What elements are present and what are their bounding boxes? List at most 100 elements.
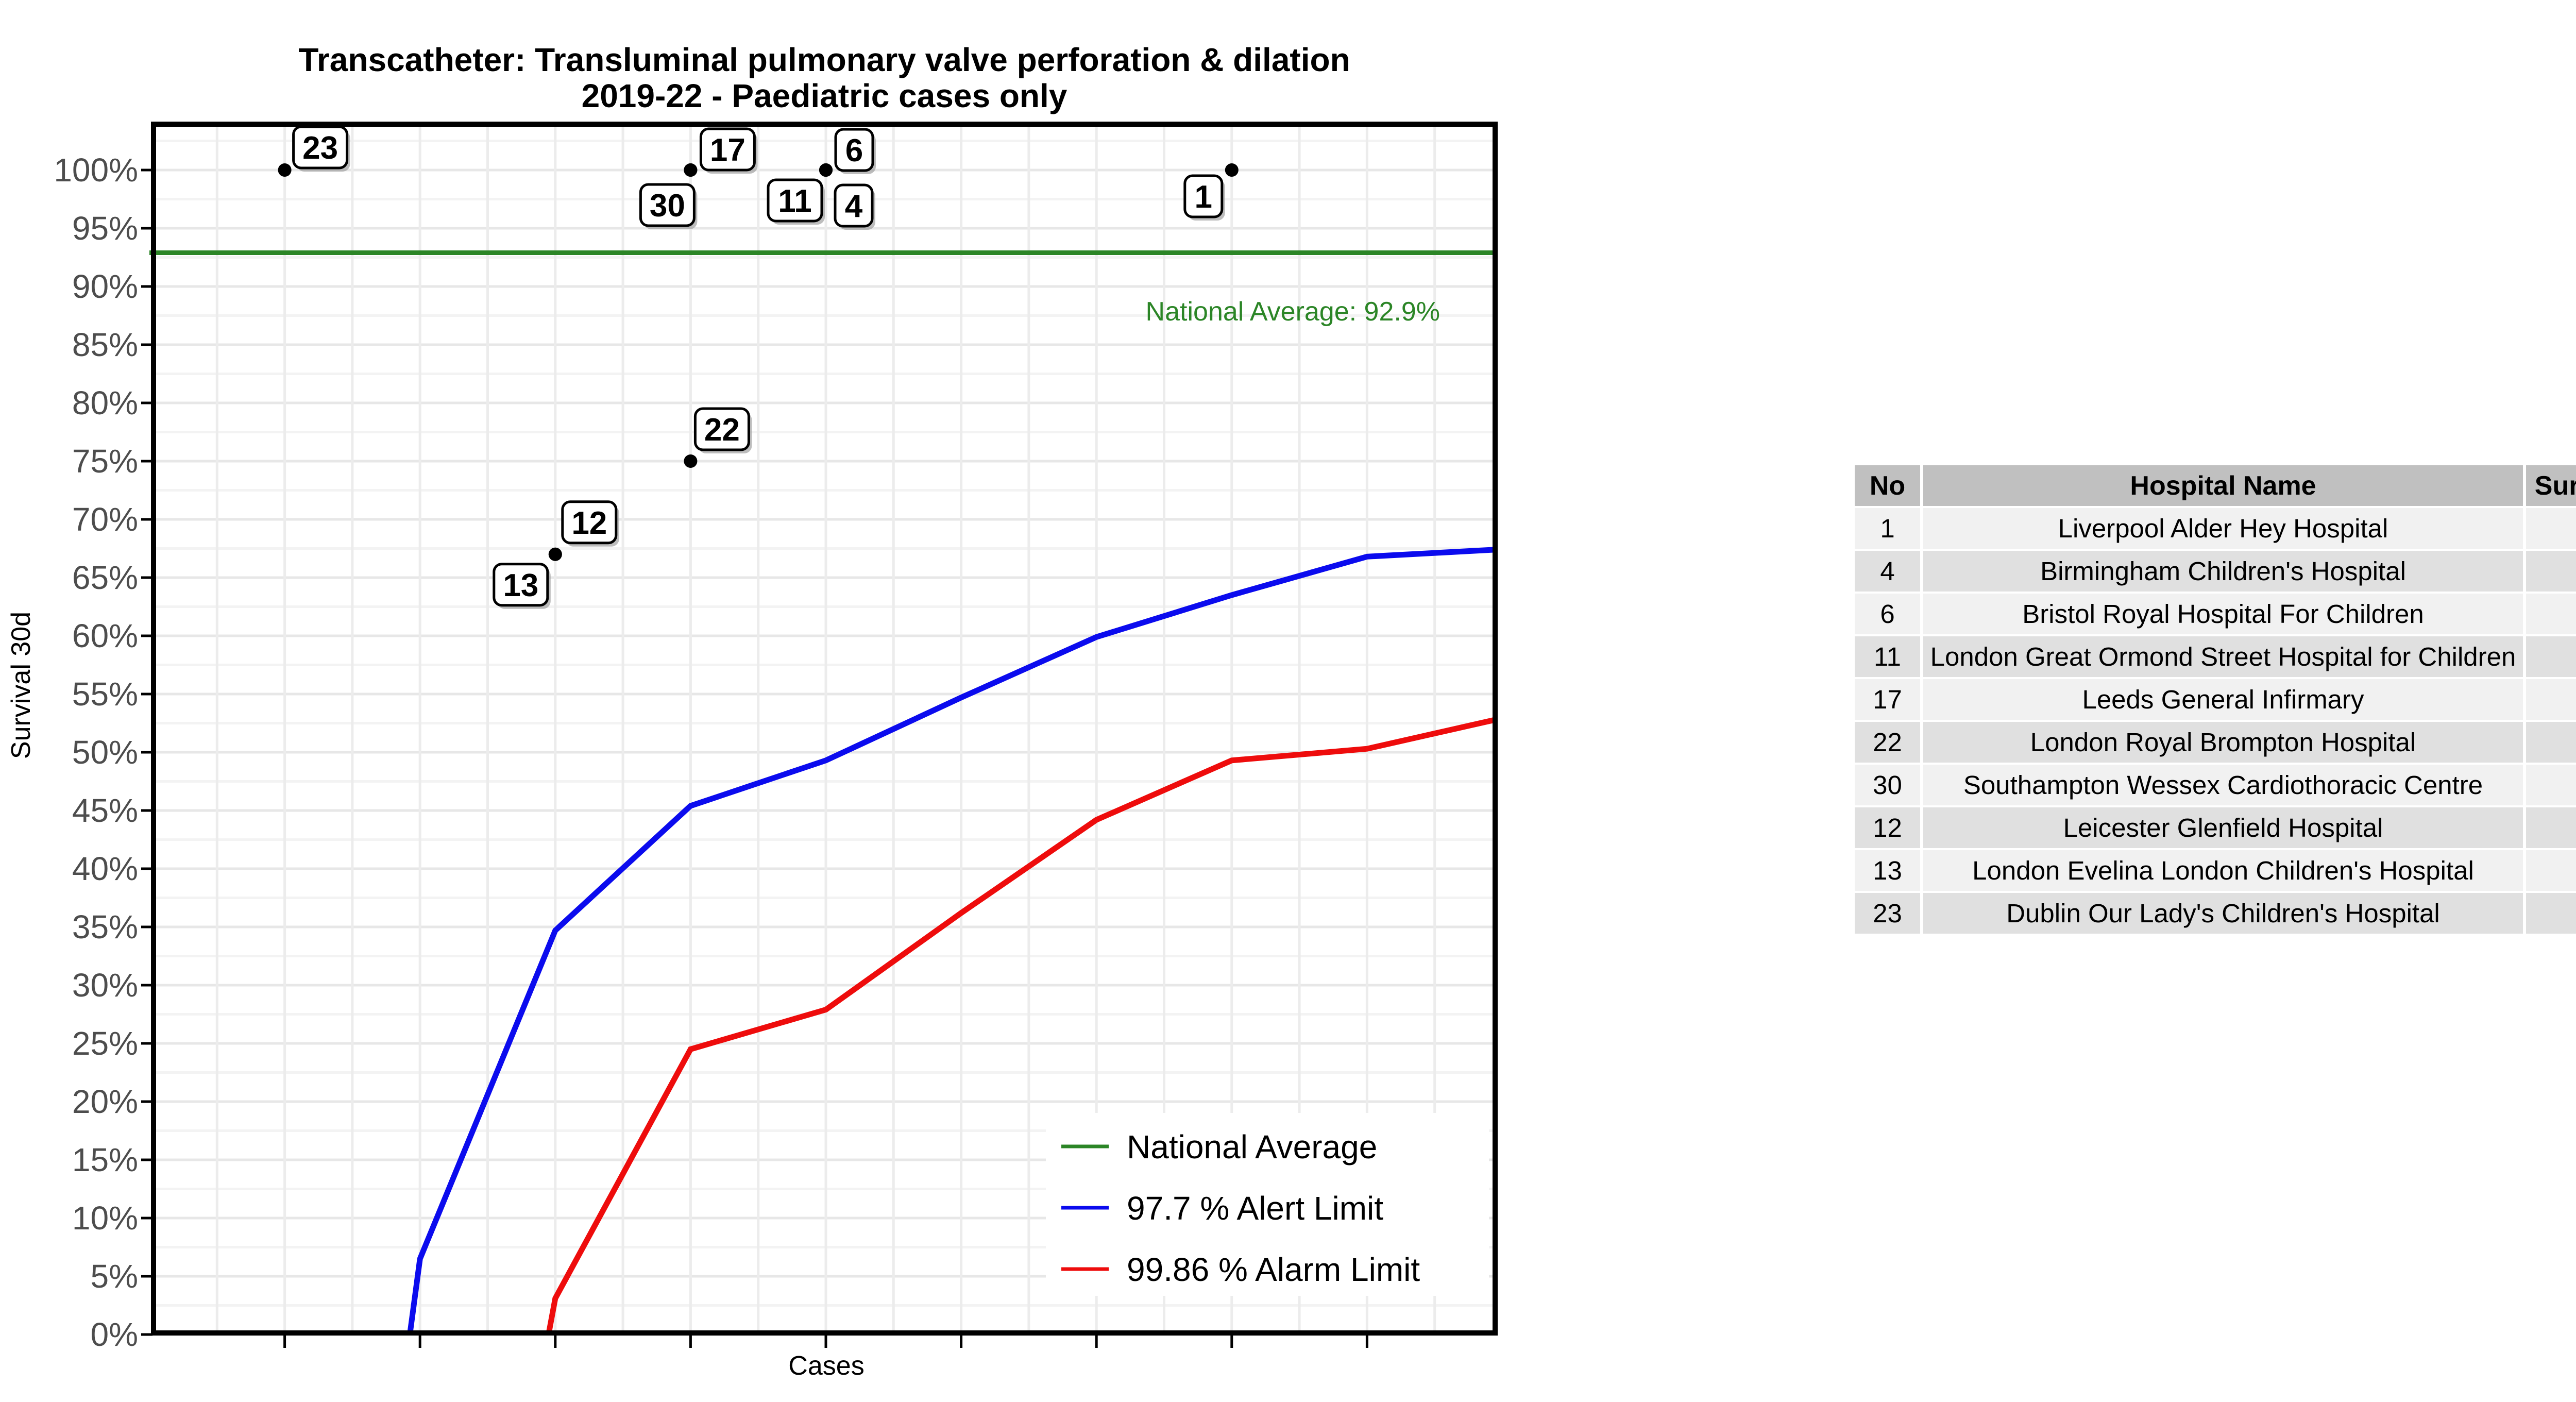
data-point-6: 6: [819, 128, 876, 177]
cell-survival: 100%: [2526, 893, 2576, 934]
x-axis-title: Cases: [788, 1351, 864, 1381]
point-label-box: [493, 563, 549, 607]
y-tick-label: 40%: [72, 850, 138, 887]
cell-hospital-name: Leeds General Infirmary: [1923, 679, 2523, 720]
y-tick-label: 100%: [54, 151, 138, 189]
chart-svg: National Average 97.7 % Alert Limit 99.86 …: [6, 41, 1498, 1381]
point-label-box: [292, 125, 349, 170]
point-label-number: 13: [503, 568, 538, 603]
point-label-box: [639, 183, 696, 227]
data-point-17: 17: [684, 127, 758, 177]
y-tick-label: 15%: [72, 1141, 138, 1178]
legend-label: 97.7 % Alert Limit: [1127, 1190, 1383, 1227]
y-tick-label: 20%: [72, 1083, 138, 1120]
point-label-number: 17: [710, 132, 745, 168]
chart-points-layer: 23 17 30 11 6 4 1 22 12 13: [278, 125, 1239, 609]
table-header-hospital-name: Hospital Name: [1923, 465, 2523, 506]
cell-no: 1: [1855, 508, 1920, 549]
cell-hospital-name: Leicester Glenfield Hospital: [1923, 807, 2523, 848]
cell-no: 11: [1855, 636, 1920, 677]
national-average-annotation: National Average: 92.9%: [1146, 297, 1440, 327]
cell-no: 4: [1855, 551, 1920, 592]
cell-hospital-name: Birmingham Children's Hospital: [1923, 551, 2523, 592]
table-header-survival: Survival 30d: [2526, 465, 2576, 506]
y-tick-label: 30%: [72, 967, 138, 1004]
y-tick-label: 25%: [72, 1025, 138, 1062]
point-label-number: 30: [650, 188, 685, 224]
cell-survival: 100%: [2526, 679, 2576, 720]
series-line-97-7-alert-limit: [407, 547, 1496, 1335]
table-header-no: No: [1855, 465, 1920, 506]
panel-border: [151, 122, 1498, 1336]
point-label-number: 4: [845, 189, 863, 224]
point-label-number: 22: [704, 412, 740, 448]
legend-background: [1046, 1113, 1489, 1296]
y-tick-label: 90%: [72, 268, 138, 305]
y-tick-label: 45%: [72, 792, 138, 829]
y-tick-label: 65%: [72, 559, 138, 596]
cell-no: 12: [1855, 807, 1920, 848]
cell-no: 23: [1855, 893, 1920, 934]
y-axis-ticks: 0% 5% 10% 15% 20% 25% 30% 35% 40% 45% 50% 55% 60% 65%…: [54, 151, 152, 1353]
point-label-box: [834, 128, 874, 172]
cell-no: 17: [1855, 679, 1920, 720]
y-tick-label: 70%: [72, 501, 138, 538]
y-axis-title: Survival 30d: [6, 612, 36, 759]
funnel-plot: National Average 97.7 % Alert Limit 99.86 …: [6, 41, 1498, 1381]
cell-hospital-name: Southampton Wessex Cardiothoracic Centre: [1923, 765, 2523, 805]
cell-survival: 100%: [2526, 765, 2576, 805]
legend: National Average 97.7 % Alert Limit 99.86 …: [1046, 1113, 1489, 1296]
cell-no: 22: [1855, 722, 1920, 763]
point-label-box: [699, 127, 756, 172]
y-tick-label: 80%: [72, 384, 138, 421]
cell-hospital-name: Bristol Royal Hospital For Children: [1923, 594, 2523, 634]
cell-survival: 100%: [2526, 594, 2576, 634]
cell-survival: 75%: [2526, 722, 2576, 763]
y-tick-label: 5%: [91, 1258, 139, 1295]
data-point-dot: [278, 163, 292, 177]
y-tick-label: 0%: [91, 1316, 139, 1353]
point-label-number: 6: [845, 133, 863, 168]
hospital-results-table: No Hospital Name Survival 30d 1Liverpool…: [1855, 465, 2576, 934]
chart-generated-layer: National Average 97.7 % Alert Limit 99.86 …: [54, 122, 1498, 1353]
x-axis-ticks: [283, 1336, 1368, 1348]
cell-survival: 100%: [2526, 508, 2576, 549]
data-point-1: 1: [1183, 163, 1239, 221]
y-tick-label: 50%: [72, 734, 138, 771]
point-label-number: 11: [778, 183, 812, 219]
point-label-box: [693, 407, 750, 451]
data-point-dot: [819, 163, 833, 177]
point-label-box: [834, 183, 874, 228]
chart-title-line1: Transcatheter: Transluminal pulmonary va…: [298, 41, 1350, 78]
data-point-dot: [684, 163, 698, 177]
table-row-30: 30 Southampton Wessex Cardiothoracic Cent…: [1855, 765, 2576, 805]
y-tick-label: 85%: [72, 326, 138, 363]
point-label-number: 1: [1195, 179, 1212, 215]
data-point-23: 23: [278, 125, 350, 177]
y-tick-label: 75%: [72, 443, 138, 480]
point-label-box: [1183, 174, 1224, 218]
point-label-box: [767, 178, 823, 223]
cell-hospital-name: London Royal Brompton Hospital: [1923, 722, 2523, 763]
data-point-dot: [1225, 163, 1239, 177]
y-tick-label: 95%: [72, 210, 138, 247]
table-row-11: 11 London Great Ormond Street Hospital fo…: [1855, 636, 2576, 677]
cell-hospital-name: Liverpool Alder Hey Hospital: [1923, 508, 2523, 549]
cell-no: 13: [1855, 850, 1920, 891]
data-point-dot: [548, 547, 562, 561]
cell-survival: 100%: [2526, 636, 2576, 677]
y-tick-label: 10%: [72, 1200, 138, 1237]
point-label-number: 23: [302, 130, 338, 166]
point-label-box: [561, 500, 618, 545]
cell-no: 6: [1855, 594, 1920, 634]
cell-no: 30: [1855, 765, 1920, 805]
y-tick-label: 35%: [72, 908, 138, 945]
table-header-row: No Hospital Name Survival 30d: [1855, 465, 2576, 506]
